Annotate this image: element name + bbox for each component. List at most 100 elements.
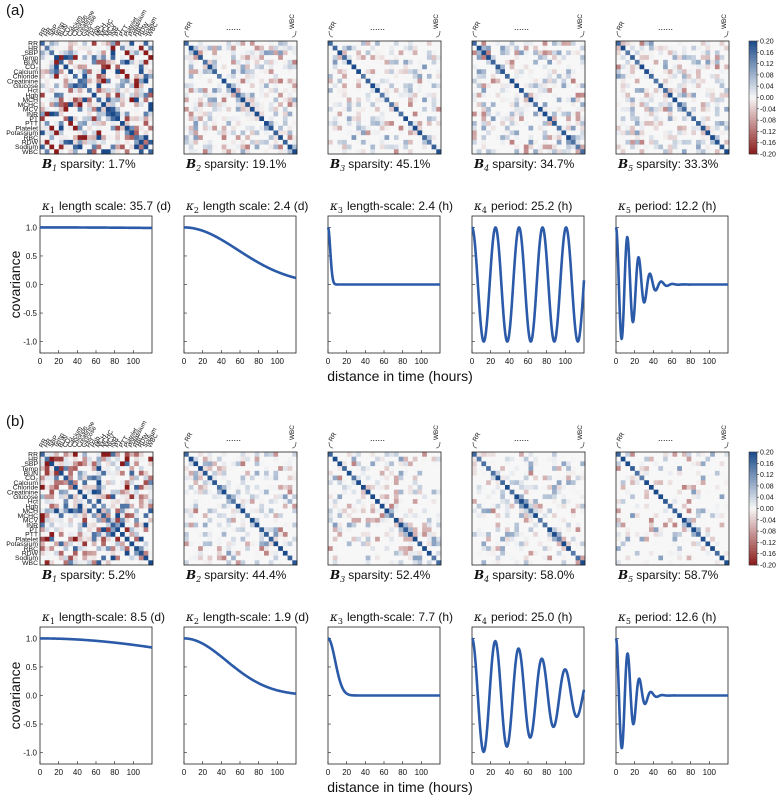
heatmap-cell (58, 135, 64, 141)
heatmap-cell (346, 135, 352, 141)
heatmap-cell (198, 461, 204, 467)
heatmap-cell (68, 125, 74, 131)
heatmap-cell (202, 111, 208, 117)
heatmap-cell (504, 139, 510, 145)
heatmap-cell (221, 503, 227, 509)
heatmap-cell (44, 532, 50, 538)
heatmap-cell (240, 69, 246, 75)
heatmap-cell (138, 55, 144, 61)
heatmap-cell (254, 88, 260, 94)
heatmap-cell (398, 121, 404, 127)
heatmap-cell (681, 83, 687, 89)
heatmap-cell (87, 64, 93, 70)
heatmap-cell (389, 532, 395, 538)
heatmap-cell (384, 50, 390, 56)
heatmap-cell (245, 69, 251, 75)
heatmap-cell (101, 475, 107, 481)
heatmap-cell (356, 522, 362, 528)
heatmap-cell (393, 106, 399, 112)
heatmap-cell (332, 50, 338, 56)
heatmap-cell (523, 144, 529, 150)
heatmap-cell (287, 541, 293, 547)
heatmap-cell (120, 64, 126, 70)
heatmap-cell (328, 484, 334, 490)
heatmap-cell (235, 102, 241, 108)
heatmap-cell (542, 121, 548, 127)
heatmap-cell (710, 121, 716, 127)
heatmap-cell (648, 83, 654, 89)
heatmap-cell (422, 106, 428, 112)
heatmap-cell (54, 508, 60, 514)
heatmap-cell (63, 466, 69, 472)
heatmap-cell (408, 102, 414, 108)
heatmap-cell (207, 513, 213, 519)
heatmap-cell (570, 97, 576, 103)
heatmap-cell (375, 149, 381, 155)
heatmap-cell (221, 102, 227, 108)
heatmap-cell (72, 97, 78, 103)
heatmap-cell (212, 69, 218, 75)
heatmap-cell (436, 125, 442, 131)
heatmap-cell (245, 484, 251, 490)
heatmap-cell (148, 546, 154, 552)
heatmap-cell (82, 560, 88, 566)
heatmap-cell (398, 59, 404, 65)
heatmap-cell (202, 466, 208, 472)
heatmap-cell (193, 555, 199, 561)
heatmap-cell (193, 532, 199, 538)
heatmap-cell (375, 88, 381, 94)
heatmap-cell (533, 50, 539, 56)
heatmap-cell (724, 125, 730, 131)
heatmap-cell (696, 78, 702, 84)
heatmap-cell (202, 92, 208, 98)
heatmap-cell (240, 513, 246, 519)
heatmap-cell (292, 489, 298, 495)
heatmap-cell (138, 466, 144, 472)
heatmap-cell (129, 508, 135, 514)
heatmap-cell (58, 149, 64, 155)
heatmap-cell (105, 508, 111, 514)
heatmap-cell (379, 452, 385, 458)
heatmap-cell (259, 475, 265, 481)
heatmap-cell (519, 461, 525, 467)
heatmap-cell (77, 139, 83, 145)
heatmap-cell (44, 88, 50, 94)
heatmap-cell (412, 55, 418, 61)
heatmap-cell (120, 144, 126, 150)
heatmap-cell (40, 102, 46, 108)
heatmap-cell (375, 480, 381, 486)
heatmap-cell (278, 560, 284, 566)
heatmap-cell (240, 59, 246, 65)
heatmap-cell (58, 97, 64, 103)
heatmap-cell (115, 55, 121, 61)
heatmap-cell (431, 536, 437, 542)
heatmap-cell (40, 517, 46, 523)
heatmap-cell (63, 494, 69, 500)
heatmap-cell (44, 130, 50, 136)
heatmap-cell (431, 55, 437, 61)
heatmap-cell (342, 532, 348, 538)
heatmap-cell (292, 532, 298, 538)
heatmap-cell (351, 149, 357, 155)
heatmap-cell (677, 111, 683, 117)
heatmap-cell (259, 116, 265, 122)
heatmap-cell (188, 83, 194, 89)
heatmap-cell (105, 513, 111, 519)
heatmap-cell (495, 149, 501, 155)
heatmap-cell (365, 55, 371, 61)
heatmap-cell (68, 41, 74, 47)
heatmap-cell (72, 517, 78, 523)
heatmap-cell (575, 97, 581, 103)
heatmap-cell (235, 83, 241, 89)
heatmap-cell (221, 135, 227, 141)
heatmap-cell (44, 64, 50, 70)
heatmap-cell (616, 144, 622, 150)
heatmap-cell (523, 106, 529, 112)
heatmap-cell (644, 144, 650, 150)
heatmap-cell (533, 461, 539, 467)
heatmap-cell (148, 480, 154, 486)
heatmap-cell (403, 50, 409, 56)
heatmap-cell (231, 83, 237, 89)
heatmap-cell (533, 116, 539, 122)
heatmap-cell (389, 461, 395, 467)
